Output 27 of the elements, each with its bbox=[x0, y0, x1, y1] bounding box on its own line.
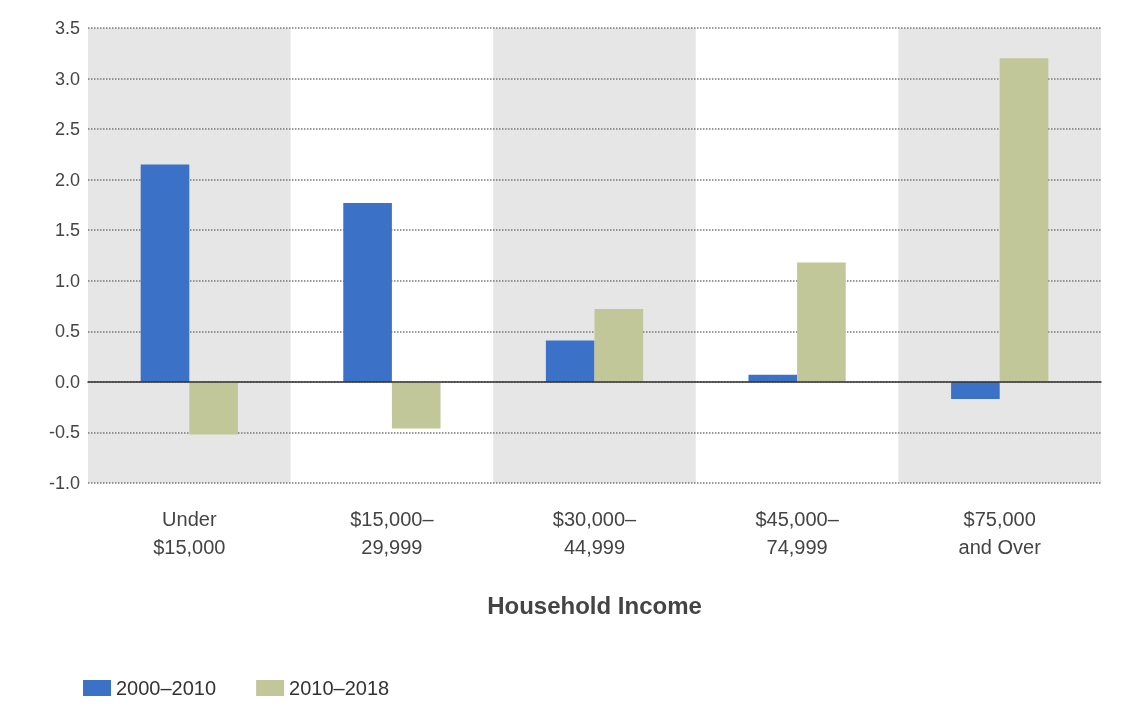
y-tick-label: 0.5 bbox=[54, 321, 80, 342]
x-tick-label: Under $15,000 bbox=[153, 508, 226, 558]
x-tick-label: $30,000– 44,999 bbox=[552, 508, 638, 558]
bar bbox=[189, 381, 238, 435]
y-tick-label: -1.0 bbox=[48, 473, 80, 493]
legend-label: 2000–2010 bbox=[116, 677, 217, 699]
y-tick-label: 1.5 bbox=[54, 220, 80, 241]
y-tick-label: 2.0 bbox=[54, 169, 80, 190]
x-axis-title: Household Income bbox=[487, 591, 702, 619]
legend-label: 2010–2018 bbox=[289, 677, 390, 699]
bar bbox=[140, 164, 190, 382]
bar bbox=[545, 340, 595, 382]
bar bbox=[797, 262, 846, 382]
bar bbox=[951, 381, 1000, 400]
x-tick-label: $15,000– 29,999 bbox=[350, 508, 435, 558]
bar bbox=[343, 202, 392, 382]
y-tick-label: 0.0 bbox=[54, 371, 80, 392]
bar bbox=[391, 381, 441, 429]
y-tick-label: 2.5 bbox=[54, 119, 80, 140]
x-tick-label: $75,000 and Over bbox=[958, 508, 1042, 558]
y-tick-label: 1.0 bbox=[54, 270, 80, 291]
y-tick-label: 3.5 bbox=[54, 18, 80, 38]
y-tick-label: 3.0 bbox=[54, 68, 80, 89]
bar bbox=[999, 58, 1049, 382]
x-tick-label: $45,000– 74,999 bbox=[755, 508, 840, 558]
bar bbox=[594, 309, 644, 382]
y-tick-label: -0.5 bbox=[48, 422, 80, 443]
